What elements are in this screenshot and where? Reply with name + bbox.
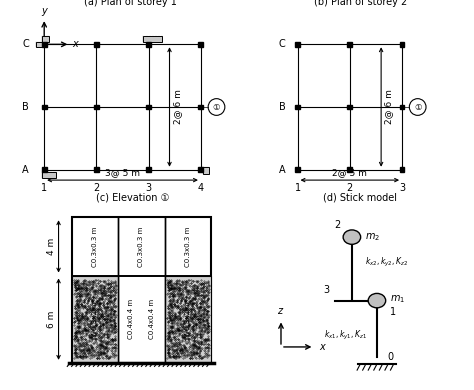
Bar [199, 167, 203, 172]
Bar [347, 42, 352, 47]
Bar [295, 42, 300, 47]
Text: 4 m: 4 m [47, 238, 56, 255]
Text: 3: 3 [146, 183, 152, 193]
Text: 0: 0 [387, 352, 393, 362]
Text: 6 m: 6 m [47, 310, 56, 328]
Text: 2: 2 [346, 183, 353, 193]
Title: (c) Elevation ①: (c) Elevation ① [96, 192, 169, 202]
Bar [203, 167, 209, 174]
Title: (a) Plan of storey 1: (a) Plan of storey 1 [84, 0, 177, 7]
Text: ①: ① [213, 103, 220, 112]
Text: y: y [41, 6, 47, 16]
Text: $m_2$: $m_2$ [365, 231, 380, 243]
Text: B: B [279, 102, 285, 112]
Text: 1: 1 [41, 183, 47, 193]
Bar [144, 36, 162, 42]
Bar [146, 105, 151, 109]
Text: 2: 2 [334, 220, 340, 230]
Text: x: x [73, 39, 78, 50]
Bar [347, 167, 352, 172]
Bar [94, 105, 99, 109]
Bar [400, 42, 404, 47]
Text: C0.3x0.3 m: C0.3x0.3 m [138, 226, 145, 267]
Text: 2@ 5 m: 2@ 5 m [332, 168, 367, 177]
Bar [146, 167, 151, 172]
Text: C: C [22, 39, 29, 50]
Text: $k_{x2},k_{y2},K_{z2}$: $k_{x2},k_{y2},K_{z2}$ [365, 255, 408, 269]
Bar [400, 105, 404, 109]
Bar [199, 105, 203, 109]
Text: 2@ 6 m: 2@ 6 m [173, 90, 182, 124]
Text: 1: 1 [390, 307, 396, 317]
Text: 4: 4 [198, 183, 204, 193]
Text: 1: 1 [294, 183, 301, 193]
Bar [42, 167, 46, 172]
Bar [72, 275, 118, 363]
Bar [42, 36, 49, 42]
Text: W0.3x2 m: W0.3x2 m [185, 301, 191, 337]
Text: 3: 3 [399, 183, 405, 193]
Text: C: C [279, 39, 285, 50]
Text: 2: 2 [93, 183, 100, 193]
Title: (b) Plan of storey 2: (b) Plan of storey 2 [314, 0, 407, 7]
Text: C0.4x0.4 m: C0.4x0.4 m [128, 299, 134, 339]
Bar [42, 105, 46, 109]
Text: $k_{x1},k_{y1},K_{z1}$: $k_{x1},k_{y1},K_{z1}$ [324, 329, 366, 342]
Text: 3: 3 [323, 285, 329, 296]
Text: C0.3x0.3 m: C0.3x0.3 m [92, 226, 98, 267]
Bar [295, 167, 300, 172]
Text: A: A [22, 165, 29, 175]
Bar [36, 42, 42, 47]
Text: $x$: $x$ [319, 342, 327, 352]
Bar [199, 42, 203, 47]
Circle shape [368, 293, 386, 308]
Bar [400, 167, 404, 172]
Bar [72, 217, 211, 363]
Title: (d) Stick model: (d) Stick model [323, 192, 397, 202]
Text: $m_1$: $m_1$ [390, 293, 405, 305]
Text: ①: ① [414, 103, 421, 112]
Text: C0.3x0.3 m: C0.3x0.3 m [185, 226, 191, 267]
Text: B: B [22, 102, 29, 112]
Text: C0.4x0.4 m: C0.4x0.4 m [149, 299, 155, 339]
Bar [295, 105, 300, 109]
Text: 3@ 5 m: 3@ 5 m [105, 168, 140, 177]
Text: W0.3x2 m: W0.3x2 m [92, 301, 98, 337]
Bar [146, 42, 151, 47]
Bar [347, 105, 352, 109]
Circle shape [343, 230, 361, 244]
Text: A: A [279, 165, 285, 175]
Bar [164, 275, 211, 363]
Bar [94, 167, 99, 172]
Text: $z$: $z$ [277, 306, 285, 316]
Text: 2@ 6 m: 2@ 6 m [384, 90, 393, 124]
Bar [42, 42, 46, 47]
Bar [94, 42, 99, 47]
Bar [42, 172, 56, 178]
